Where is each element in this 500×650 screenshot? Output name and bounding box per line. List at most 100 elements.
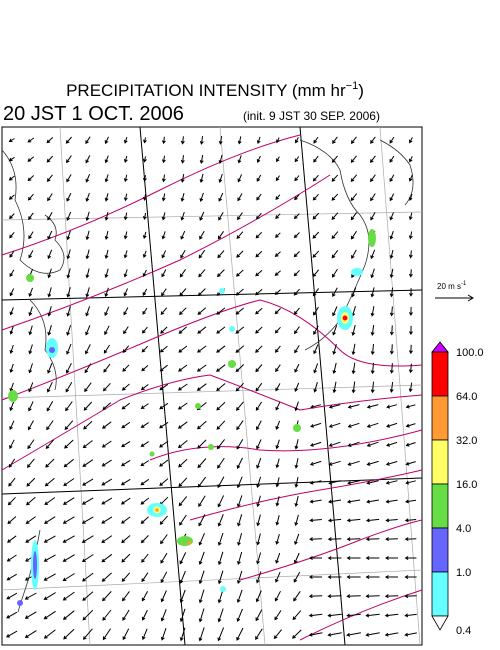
wind-arrow [347, 404, 360, 409]
vector-legend: 20 m s-1 [435, 281, 474, 302]
wind-arrow [312, 250, 320, 258]
wind-arrow [217, 457, 225, 469]
wind-arrow [370, 268, 375, 279]
wind-arrow [294, 156, 300, 163]
wind-arrow [351, 343, 356, 356]
wind-arrow [384, 632, 399, 637]
wind-arrow [331, 268, 338, 278]
wind-arrow [404, 575, 417, 580]
wind-arrow [294, 477, 299, 488]
wind-arrow [141, 345, 149, 353]
wind-arrow [43, 610, 56, 620]
wind-arrow [327, 556, 342, 561]
wind-arrow [255, 364, 263, 373]
vector-unit-sup: -1 [461, 281, 467, 287]
wind-arrow [198, 570, 205, 585]
wind-arrow [255, 250, 263, 258]
wind-arrow [237, 193, 243, 202]
vector-unit: 20 m s [437, 282, 461, 291]
wind-arrow [198, 495, 206, 508]
wind-arrow [123, 174, 128, 183]
wind-arrow [62, 497, 75, 505]
wind-arrow [256, 533, 261, 546]
grid-line [1, 384, 423, 399]
wind-arrow [294, 382, 300, 393]
wind-arrow [313, 382, 318, 393]
wind-arrow [43, 573, 56, 581]
wind-arrow [216, 420, 226, 430]
wind-arrow [370, 249, 376, 260]
wind-arrow [236, 589, 243, 604]
wind-arrow [104, 136, 109, 145]
wind-arrow [386, 441, 398, 447]
wind-arrow [161, 250, 167, 259]
wind-arrow [199, 136, 204, 145]
wind-arrow [366, 460, 379, 466]
wind-arrow [236, 476, 243, 489]
wind-arrow [6, 573, 17, 581]
wind-arrow [276, 156, 280, 163]
wind-arrow [405, 442, 416, 447]
wind-arrow [217, 570, 224, 585]
grid-line [379, 126, 421, 646]
wind-arrow [384, 594, 399, 599]
wind-arrow [26, 458, 35, 468]
wind-arrow [66, 306, 71, 317]
wind-arrow [256, 136, 261, 145]
wind-arrow [294, 514, 299, 527]
wind-arrow [101, 516, 113, 524]
wind-arrow [350, 136, 357, 144]
wind-arrow [104, 287, 109, 298]
wind-arrow [62, 591, 75, 601]
wind-arrow [140, 422, 149, 428]
wind-arrow [405, 423, 416, 428]
wind-arrow [28, 363, 33, 374]
colorbar-label: 100.0 [456, 347, 484, 359]
wind-arrow [9, 326, 14, 335]
wind-arrow [102, 421, 112, 429]
wind-arrow [82, 572, 94, 582]
map-frame [1, 126, 423, 646]
wind-arrow [197, 345, 207, 353]
main-grid [1, 126, 423, 646]
wind-arrow [180, 155, 185, 164]
wind-arrow [47, 230, 53, 240]
grid-line [139, 126, 186, 646]
wind-arrow [328, 460, 341, 466]
wind-arrow [350, 212, 358, 221]
wind-arrow [8, 156, 15, 162]
wind-arrow [28, 287, 33, 298]
wind-arrow [331, 174, 339, 182]
wind-arrow [123, 288, 128, 297]
wind-arrow [122, 628, 130, 641]
wind-arrow [197, 288, 206, 297]
isobar [189, 469, 423, 521]
wind-arrow [313, 155, 319, 163]
wind-arrow [177, 402, 188, 410]
wind-arrow [28, 250, 34, 259]
wind-arrow [217, 608, 224, 623]
wind-arrow [66, 324, 72, 336]
wind-arrow [43, 592, 56, 600]
wind-arrow [291, 629, 302, 639]
wind-arrow [46, 381, 53, 393]
grid-line [59, 126, 91, 646]
wind-arrow [275, 420, 281, 431]
wind-arrow [255, 401, 263, 411]
wind-arrow [141, 591, 149, 602]
wind-arrow [8, 194, 15, 200]
wind-arrow [293, 213, 300, 220]
wind-arrow [370, 136, 376, 144]
wind-arrow [408, 306, 413, 316]
valid-time: 20 JST 1 OCT. 2006 [3, 103, 184, 125]
wind-arrow [85, 268, 90, 279]
rain-cell [293, 424, 301, 432]
wind-arrow [294, 194, 300, 201]
wind-arrow [43, 554, 56, 562]
wind-arrow [9, 250, 15, 258]
wind-arrow [66, 174, 72, 183]
wind-arrow [27, 193, 34, 201]
colorbar-bin [431, 439, 449, 485]
wind-arrow [408, 269, 413, 278]
wind-arrow [389, 212, 394, 221]
